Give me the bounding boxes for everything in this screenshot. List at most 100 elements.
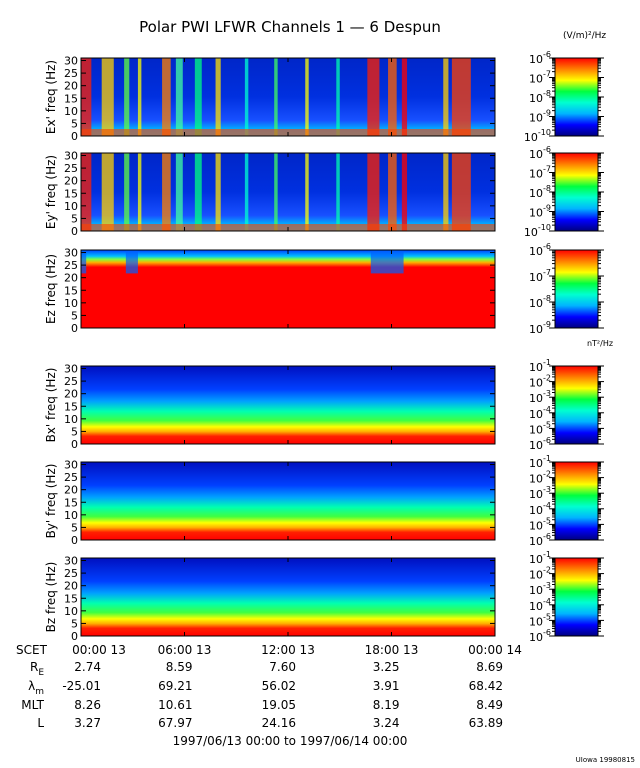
y-axis-label: By' freq (Hz) [44, 464, 58, 539]
y-tick-label: 20 [64, 272, 78, 285]
y-tick-label: 10 [64, 200, 78, 213]
colorbar-label: 10-1 [529, 358, 551, 374]
y-tick-label: 20 [64, 484, 78, 497]
spectrogram-ez [81, 250, 495, 328]
ephemeris-value: 3.91 [373, 679, 400, 693]
ephemeris-value: -25.01 [62, 679, 101, 693]
ephemeris-value: 2.74 [74, 660, 101, 674]
ephemeris-row-label: L [37, 716, 44, 730]
colorbar-label: 10-8 [529, 294, 551, 310]
y-tick-label: 30 [64, 247, 78, 260]
x-tick-label: 06:00 13 [158, 643, 212, 657]
colorbar-bar [554, 249, 599, 329]
colorbar-label: 10-4 [529, 597, 551, 613]
colorbar-label: 10-10 [524, 128, 551, 144]
y-axis-label: Bx' freq (Hz) [44, 368, 58, 443]
colorbar-label: 10-4 [529, 405, 551, 421]
time-axis: SCET 00:00 13 06:00 13 12:00 13 18:00 13 00:0… [16, 643, 522, 657]
y-tick-label: 15 [64, 496, 78, 509]
ephemeris-value: 8.26 [74, 698, 101, 712]
colorbar-label: 10-6 [529, 145, 551, 161]
y-tick-label: 10 [64, 605, 78, 618]
spectrogram-ey [81, 153, 495, 231]
y-tick-label: 5 [71, 117, 78, 130]
ephemeris-row-label: RE [30, 660, 44, 678]
y-tick-label: 15 [64, 592, 78, 605]
ephemeris-table: RE 2.74 8.59 7.60 3.25 8.69 λm -25.01 69.21 56.02… [21, 660, 503, 730]
y-tick-label: 5 [71, 212, 78, 225]
y-tick-label: 20 [64, 175, 78, 188]
colorbar-label: 10-5 [529, 420, 551, 436]
colorbar-label: 10-2 [529, 470, 551, 486]
colorbar-bar [554, 152, 599, 232]
ephemeris-value: 8.19 [373, 698, 400, 712]
colorbar-label: 10-7 [529, 165, 551, 181]
spectrogram-by [81, 462, 495, 540]
ephemeris-value: 8.59 [166, 660, 193, 674]
y-tick-label: 0 [71, 322, 78, 335]
y-tick-label: 10 [64, 413, 78, 426]
y-tick-label: 15 [64, 284, 78, 297]
colorbar-label: 10-9 [529, 320, 551, 336]
ephemeris-value: 63.89 [469, 716, 503, 730]
ephemeris-value: 10.61 [158, 698, 192, 712]
ephemeris-value: 8.69 [476, 660, 503, 674]
ephemeris-value: 56.02 [262, 679, 296, 693]
y-tick-label: 15 [64, 187, 78, 200]
colorbar-ez: 10-6 10-7 10-8 10-9 [529, 242, 604, 336]
y-tick-label: 0 [71, 534, 78, 547]
colorbar-label: 10-7 [529, 268, 551, 284]
colorbar-label: 10-6 [529, 50, 551, 66]
y-axis-label: Ex' freq (Hz) [44, 60, 58, 134]
colorbar-label: 10-10 [524, 223, 551, 239]
spectrogram-ex [81, 58, 495, 136]
ephemeris-row-label: MLT [21, 698, 44, 712]
x-tick-label: 00:00 14 [468, 643, 522, 657]
colorbar-label: 10-3 [529, 485, 551, 501]
y-tick-label: 30 [64, 363, 78, 376]
e-field-units: (V/m)²/Hz [563, 31, 606, 41]
y-tick-label: 10 [64, 297, 78, 310]
y-tick-label: 30 [64, 55, 78, 68]
colorbar-by: 10-110-210-310-410-510-6 [529, 454, 604, 548]
colorbar-label: 10-2 [529, 374, 551, 390]
colorbar-label: 10-6 [529, 436, 551, 452]
colorbar-bar [554, 57, 599, 137]
colorbar-label: 10-6 [529, 628, 551, 644]
colorbar-bar [554, 461, 599, 541]
ephemeris-value: 67.97 [158, 716, 192, 730]
colorbar-ey: 10-6 10-7 10-8 10-9 10-10 [524, 145, 604, 239]
y-tick-label: 10 [64, 509, 78, 522]
colorbar-label: 10-1 [529, 550, 551, 566]
b-field-units: nT²/Hz [587, 339, 613, 348]
ephemeris-value: 24.16 [262, 716, 296, 730]
y-tick-label: 10 [64, 105, 78, 118]
colorbar-label: 10-5 [529, 612, 551, 628]
colorbar-label: 10-3 [529, 581, 551, 597]
y-tick-label: 0 [71, 130, 78, 143]
figure-title: Polar PWI LFWR Channels 1 — 6 Despun [139, 18, 441, 36]
y-tick-label: 25 [64, 259, 78, 272]
y-tick-label: 5 [71, 309, 78, 322]
y-tick-label: 25 [64, 567, 78, 580]
y-axis-label: Ez freq (Hz) [44, 254, 58, 324]
y-tick-label: 20 [64, 388, 78, 401]
y-tick-label: 25 [64, 471, 78, 484]
y-tick-label: 30 [64, 555, 78, 568]
y-axis-label: Ey' freq (Hz) [44, 155, 58, 229]
ephemeris-value: 7.60 [269, 660, 296, 674]
ephemeris-value: 19.05 [262, 698, 296, 712]
colorbar-bar [554, 557, 599, 637]
y-tick-label: 20 [64, 80, 78, 93]
ephemeris-value: 3.27 [74, 716, 101, 730]
ephemeris-value: 3.24 [373, 716, 400, 730]
colorbar-label: 10-8 [529, 184, 551, 200]
